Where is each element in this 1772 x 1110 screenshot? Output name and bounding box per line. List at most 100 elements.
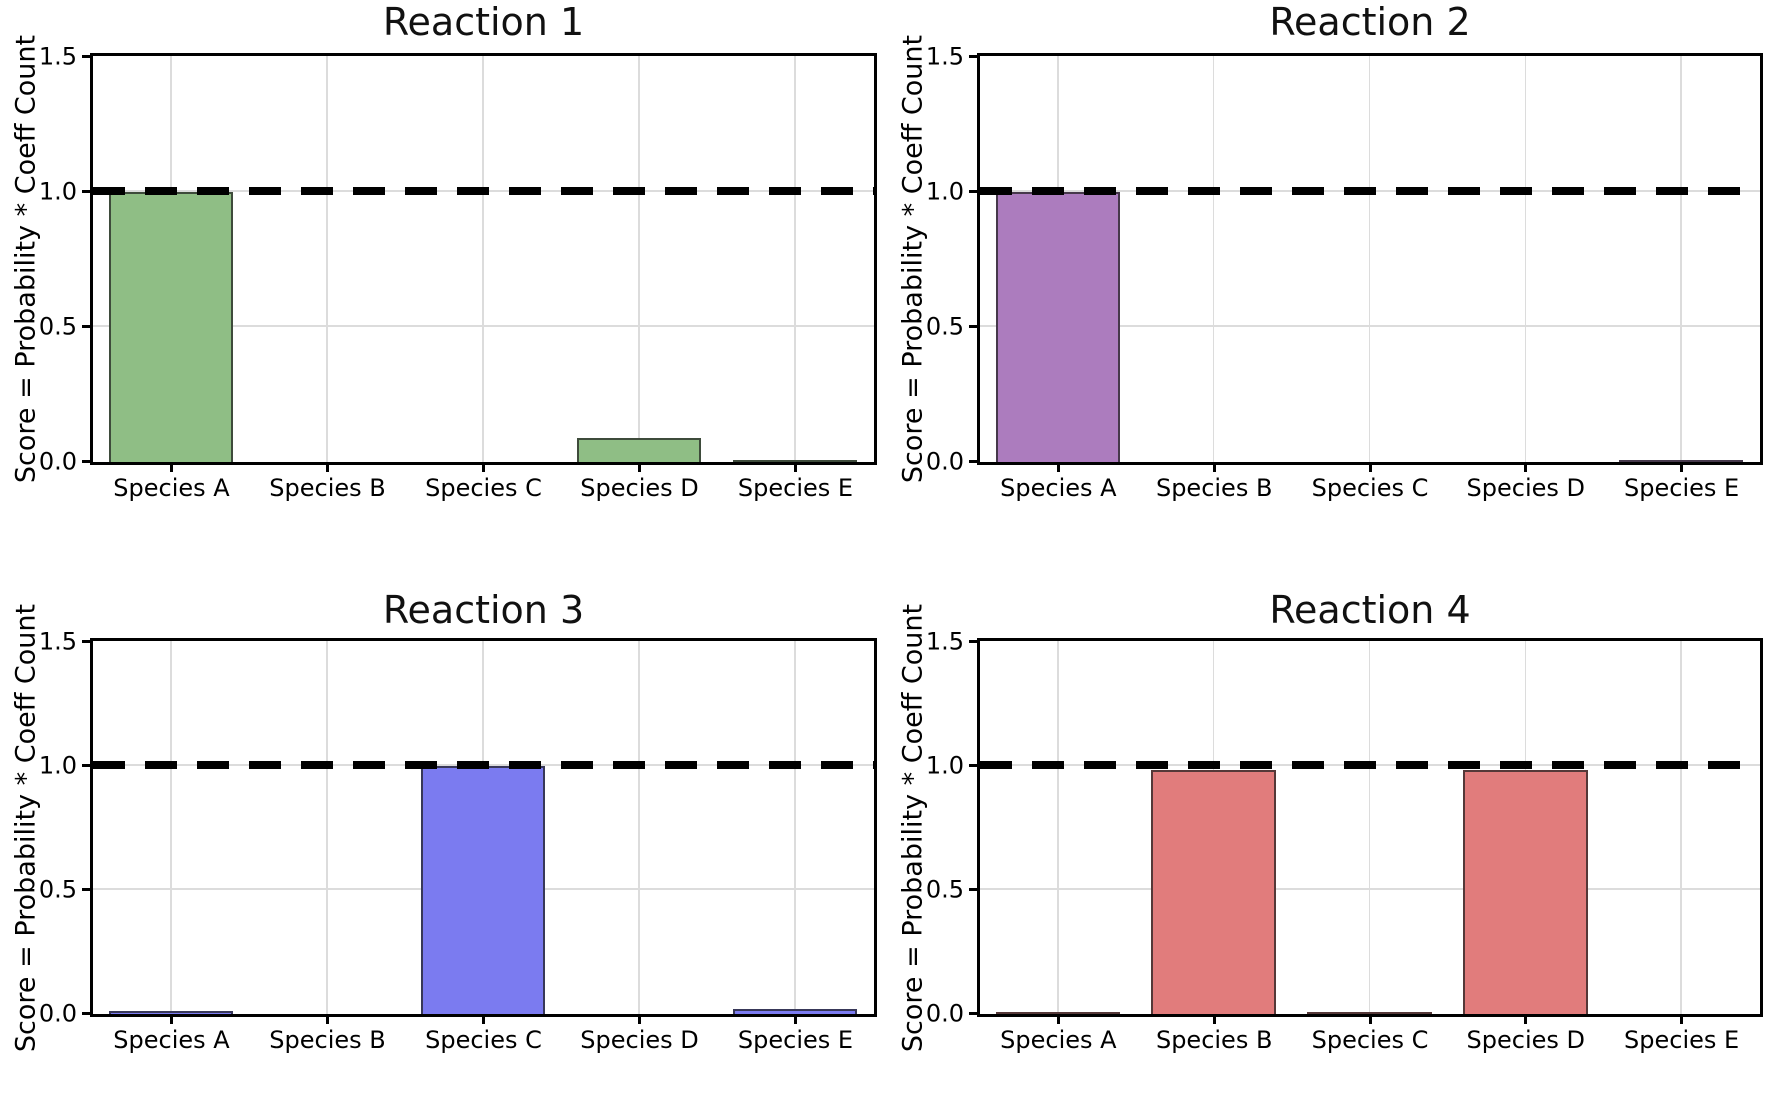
y-tick-mark — [82, 190, 91, 193]
bar — [732, 1009, 858, 1014]
y-tick-mark — [969, 460, 978, 463]
x-tick-label: Species B — [1155, 474, 1273, 502]
x-tick-label: Species A — [113, 1026, 230, 1054]
y-tick-label: 1.5 — [925, 42, 964, 71]
y-tick-label: 0.5 — [38, 875, 77, 904]
x-tick-mark — [794, 1016, 797, 1024]
y-tick-label: 1.0 — [38, 751, 77, 780]
x-tick-mark — [1680, 464, 1684, 472]
x-tick-label: Species C — [1311, 1026, 1429, 1054]
x-tick-label: Species D — [580, 1026, 699, 1054]
bar — [732, 460, 858, 462]
grid-line-vertical — [482, 56, 484, 462]
grid-line-vertical — [794, 641, 796, 1014]
x-tick-label: Species B — [1155, 1026, 1273, 1054]
grid-line-vertical — [170, 641, 172, 1014]
y-tick-mark — [82, 640, 91, 643]
threshold-line — [980, 187, 1760, 195]
y-axis-label: Score = Probability * Coeff Count — [897, 34, 929, 484]
subplot-reaction-1: Reaction 1 Score = Probability * Coeff C… — [11, 3, 877, 500]
bar — [108, 1011, 234, 1014]
bar — [1618, 460, 1744, 462]
y-tick-label: 0.0 — [38, 447, 77, 476]
y-tick-mark — [82, 55, 91, 58]
grid-line-vertical — [638, 56, 640, 462]
plot-area — [90, 53, 877, 465]
y-tick-mark — [969, 764, 978, 767]
y-tick-mark — [969, 55, 978, 58]
grid-line-vertical — [794, 56, 796, 462]
grid-line-vertical — [638, 641, 640, 1014]
grid-line-vertical — [326, 56, 328, 462]
bar — [995, 192, 1121, 462]
bar — [1307, 1012, 1432, 1014]
plot-title: Reaction 1 — [382, 0, 585, 44]
x-tick-label: Species C — [425, 1026, 542, 1054]
y-axis-label: Score = Probability * Coeff Count — [897, 603, 929, 1052]
plot-area — [977, 638, 1763, 1017]
x-tick-label: Species C — [425, 474, 542, 502]
x-tick-label: Species E — [1624, 474, 1740, 502]
y-axis-label: Score = Probability * Coeff Count — [10, 34, 42, 484]
plot-area — [977, 53, 1763, 465]
grid-line-vertical — [1680, 56, 1682, 462]
x-tick-mark — [1524, 1016, 1528, 1024]
plot-title: Reaction 3 — [382, 588, 585, 632]
grid-line-horizontal — [980, 325, 1760, 327]
x-tick-label: Species D — [1466, 1026, 1586, 1054]
grid-line-horizontal — [980, 888, 1760, 890]
y-tick-mark — [82, 325, 91, 328]
x-tick-label: Species A — [113, 474, 230, 502]
x-tick-mark — [1212, 464, 1216, 472]
bar — [1151, 769, 1276, 1014]
x-tick-label: Species B — [269, 1026, 386, 1054]
grid-line-vertical — [1368, 641, 1371, 1014]
subplot-reaction-2: Reaction 2 Score = Probability * Coeff C… — [898, 3, 1763, 500]
y-tick-mark — [969, 888, 978, 891]
subplot-reaction-3: Reaction 3 Score = Probability * Coeff C… — [11, 591, 877, 1052]
bar — [576, 437, 702, 462]
y-tick-mark — [82, 1012, 91, 1015]
grid-line-vertical — [326, 641, 328, 1014]
y-tick-label: 1.0 — [38, 177, 77, 206]
y-tick-label: 1.0 — [925, 751, 964, 780]
bar — [108, 192, 234, 462]
x-tick-label: Species B — [269, 474, 386, 502]
grid-line-vertical — [1368, 56, 1371, 462]
x-tick-label: Species A — [1000, 474, 1117, 502]
y-tick-mark — [82, 460, 91, 463]
x-tick-mark — [1212, 1016, 1216, 1024]
x-tick-mark — [1368, 464, 1372, 472]
x-tick-mark — [1368, 1016, 1372, 1024]
y-tick-label: 0.0 — [925, 447, 964, 476]
x-tick-mark — [326, 1016, 329, 1024]
x-tick-label: Species E — [1624, 1026, 1740, 1054]
y-tick-label: 0.5 — [925, 875, 964, 904]
y-tick-label: 0.0 — [38, 999, 77, 1028]
y-axis-label: Score = Probability * Coeff Count — [10, 603, 42, 1052]
y-tick-mark — [969, 1012, 978, 1015]
x-tick-mark — [794, 464, 797, 472]
x-tick-mark — [326, 464, 329, 472]
x-tick-mark — [638, 464, 641, 472]
x-tick-mark — [638, 1016, 641, 1024]
grid-line-vertical — [1524, 56, 1527, 462]
threshold-line — [93, 761, 874, 769]
y-tick-label: 1.5 — [38, 627, 77, 656]
y-tick-label: 0.5 — [925, 312, 964, 341]
y-tick-mark — [969, 640, 978, 643]
subplot-reaction-4: Reaction 4 Score = Probability * Coeff C… — [898, 591, 1763, 1052]
x-tick-label: Species C — [1311, 474, 1429, 502]
bar — [1462, 769, 1588, 1014]
plot-area — [90, 638, 877, 1017]
grid-line-vertical — [1057, 641, 1059, 1014]
plot-title: Reaction 2 — [1269, 0, 1471, 44]
y-tick-mark — [969, 325, 978, 328]
y-tick-label: 1.5 — [38, 42, 77, 71]
x-tick-mark — [170, 1016, 173, 1024]
x-tick-label: Species D — [1466, 474, 1586, 502]
bar — [995, 1012, 1121, 1014]
grid-line-vertical — [1680, 641, 1682, 1014]
x-tick-mark — [1524, 464, 1528, 472]
